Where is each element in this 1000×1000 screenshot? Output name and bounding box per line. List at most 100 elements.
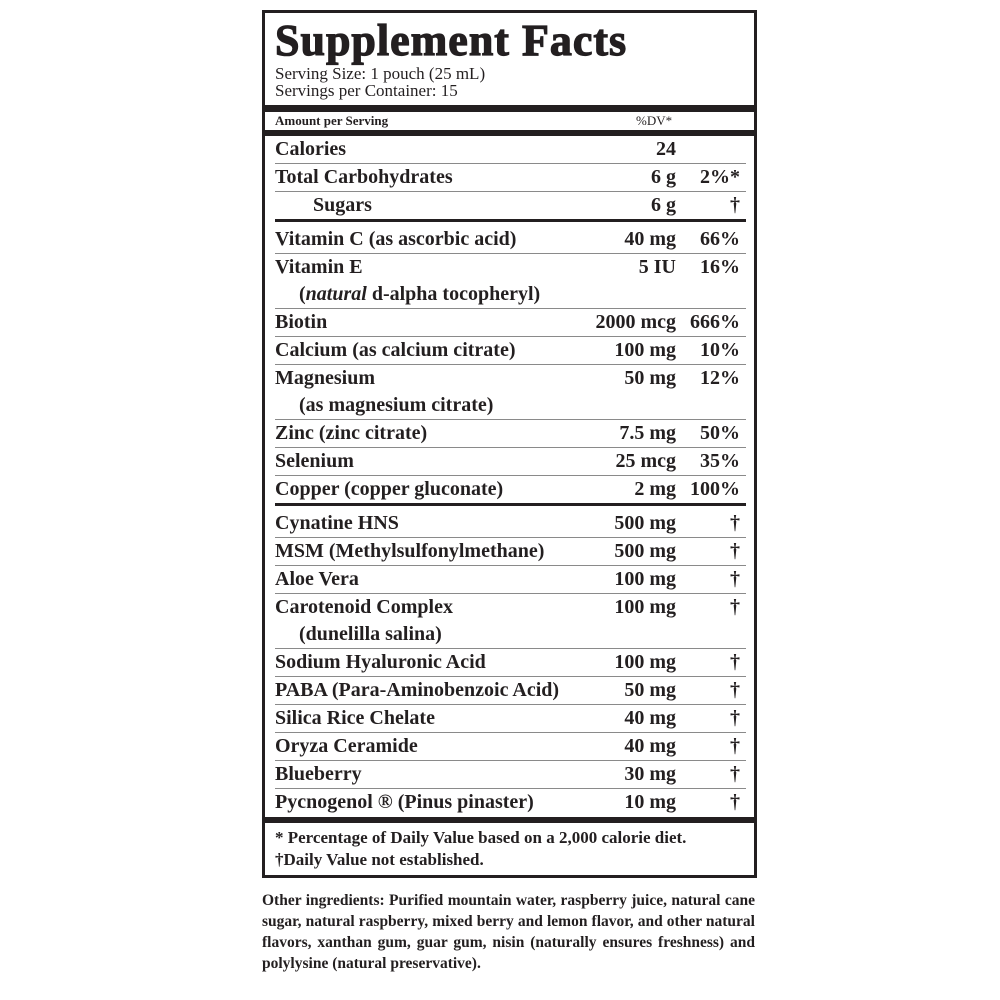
nutrient-amount: 7.5 mg — [619, 422, 676, 444]
sub-italic: natural — [305, 283, 367, 305]
nutrient-name-cell: Selenium — [275, 448, 607, 475]
nutrient-amount: 100 mg — [614, 339, 676, 361]
nutrient-name-cell: Copper (copper gluconate) — [275, 476, 626, 503]
divider — [265, 817, 754, 823]
supplement-facts-panel: Supplement Facts Serving Size: 1 pouch (… — [262, 10, 757, 878]
nutrient-subtext: (as magnesium citrate) — [299, 394, 494, 416]
nutrient-name: Biotin — [275, 311, 328, 333]
nutrient-name: Carotenoid Complex — [275, 596, 453, 618]
table-row: Magnesium (as magnesium citrate) 50 mg 12% — [275, 365, 746, 420]
table-row: Total Carbohydrates 6 g 2%* — [275, 164, 746, 192]
nutrient-dv: † — [730, 651, 740, 673]
nutrient-name: Blueberry — [275, 763, 362, 785]
nutrient-amount: 100 mg — [614, 596, 676, 618]
footnote-dv: * Percentage of Daily Value based on a 2… — [275, 828, 687, 847]
nutrient-name: Calories — [275, 138, 347, 160]
nutrient-amount: 2000 mcg — [595, 311, 676, 333]
footnote-dagger: †Daily Value not established. — [275, 850, 484, 869]
nutrient-amount: 100 mg — [614, 568, 676, 590]
nutrient-table: Calories 24 Total Carbohydrates 6 g 2%* Sugar… — [265, 136, 754, 817]
nutrient-name: Oryza Ceramide — [275, 735, 418, 757]
nutrient-amount: 100 mg — [614, 651, 676, 673]
nutrient-name: Selenium — [275, 450, 354, 472]
table-row: Biotin 2000 mcg 666% — [275, 309, 746, 337]
nutrient-name: Calcium (as calcium citrate) — [275, 339, 516, 361]
nutrient-amount: 6 g — [651, 194, 676, 216]
table-row: Sugars 6 g † — [275, 192, 746, 222]
table-row: Carotenoid Complex (dunelilla salina) 100 … — [275, 594, 746, 649]
dv-header: %DV* — [636, 113, 673, 128]
nutrient-name-cell: Total Carbohydrates — [275, 164, 643, 191]
table-row: Zinc (zinc citrate) 7.5 mg 50% — [275, 420, 746, 448]
other-ingredients: Other ingredients: Purified mountain wat… — [262, 892, 755, 972]
nutrient-dv: 16% — [700, 256, 740, 278]
divider — [265, 105, 754, 112]
nutrient-name-cell: Vitamin E (natural d-alpha tocopheryl) — [275, 254, 631, 308]
nutrient-name: Sugars — [313, 194, 372, 216]
table-row: Vitamin E (natural d-alpha tocopheryl) 5 I… — [275, 254, 746, 309]
divider — [265, 130, 754, 136]
nutrient-subtext: (dunelilla salina) — [299, 623, 442, 645]
nutrient-amount: 500 mg — [614, 540, 676, 562]
label-wrapper: Supplement Facts Serving Size: 1 pouch (… — [262, 10, 757, 974]
table-row: Oryza Ceramide 40 mg † — [275, 733, 746, 761]
nutrient-dv: 35% — [700, 450, 740, 472]
nutrient-subtext: (natural d-alpha tocopheryl) — [275, 281, 631, 308]
nutrient-dv: † — [730, 540, 740, 562]
nutrient-amount: 5 IU — [638, 256, 676, 278]
nutrient-amount: 30 mg — [624, 763, 676, 785]
nutrient-name: Cynatine HNS — [275, 512, 399, 534]
nutrient-name: Pycnogenol ® (Pinus pinaster) — [275, 791, 534, 813]
nutrient-dv: † — [730, 763, 740, 785]
table-row: Vitamin C (as ascorbic acid) 40 mg 66% — [275, 226, 746, 254]
column-header: Amount per Serving %DV* — [265, 112, 754, 130]
nutrient-dv: † — [730, 596, 740, 618]
nutrient-name-cell: PABA (Para-Aminobenzoic Acid) — [275, 677, 616, 704]
nutrient-amount: 40 mg — [624, 228, 676, 250]
table-row: MSM (Methylsulfonylmethane) 500 mg † — [275, 538, 746, 566]
nutrient-name: Zinc (zinc citrate) — [275, 422, 428, 444]
table-row: Aloe Vera 100 mg † — [275, 566, 746, 594]
nutrient-name-cell: Blueberry — [275, 761, 616, 788]
nutrient-name-cell: Carotenoid Complex (dunelilla salina) — [275, 594, 606, 648]
title-block: Supplement Facts Serving Size: 1 pouch (… — [265, 13, 754, 105]
panel-title: Supplement Facts — [274, 16, 628, 65]
nutrient-name: MSM (Methylsulfonylmethane) — [275, 540, 545, 562]
nutrient-dv: 2%* — [700, 166, 740, 188]
nutrient-dv: † — [730, 512, 740, 534]
nutrient-name-cell: Calories — [275, 136, 648, 163]
table-row: Calcium (as calcium citrate) 100 mg 10% — [275, 337, 746, 365]
nutrient-name-cell: MSM (Methylsulfonylmethane) — [275, 538, 606, 565]
serving-size: Serving Size: 1 pouch (25 mL) — [275, 64, 486, 83]
table-row: Copper (copper gluconate) 2 mg 100% — [275, 476, 746, 506]
nutrient-amount: 6 g — [651, 166, 676, 188]
nutrient-dv: † — [730, 791, 740, 813]
nutrient-name: Silica Rice Chelate — [275, 707, 435, 729]
table-row: Pycnogenol ® (Pinus pinaster) 10 mg † — [275, 789, 746, 817]
nutrient-name: Aloe Vera — [275, 568, 359, 590]
amount-per-serving-header: Amount per Serving — [275, 113, 389, 128]
nutrient-dv: † — [730, 735, 740, 757]
nutrient-name: PABA (Para-Aminobenzoic Acid) — [275, 679, 560, 701]
nutrient-dv: 66% — [700, 228, 740, 250]
nutrient-amount: 2 mg — [634, 478, 676, 500]
table-row: Blueberry 30 mg † — [275, 761, 746, 789]
sub-open: ( — [299, 283, 306, 305]
nutrient-name-cell: Vitamin C (as ascorbic acid) — [275, 226, 616, 253]
nutrient-dv: 50% — [700, 422, 740, 444]
table-row: Calories 24 — [275, 136, 746, 164]
nutrient-amount: 24 — [656, 138, 676, 160]
nutrient-name-cell: Sugars — [275, 192, 643, 219]
nutrient-dv: 10% — [700, 339, 740, 361]
nutrient-name: Magnesium — [275, 367, 375, 389]
table-row: Sodium Hyaluronic Acid 100 mg † — [275, 649, 746, 677]
table-row: PABA (Para-Aminobenzoic Acid) 50 mg † — [275, 677, 746, 705]
nutrient-dv: † — [730, 679, 740, 701]
nutrient-name-cell: Biotin — [275, 309, 587, 336]
nutrient-name-cell: Calcium (as calcium citrate) — [275, 337, 606, 364]
table-row: Selenium 25 mcg 35% — [275, 448, 746, 476]
nutrient-dv: 666% — [690, 311, 740, 333]
nutrient-name: Total Carbohydrates — [275, 166, 453, 188]
nutrient-amount: 40 mg — [624, 735, 676, 757]
nutrient-amount: 50 mg — [624, 679, 676, 701]
